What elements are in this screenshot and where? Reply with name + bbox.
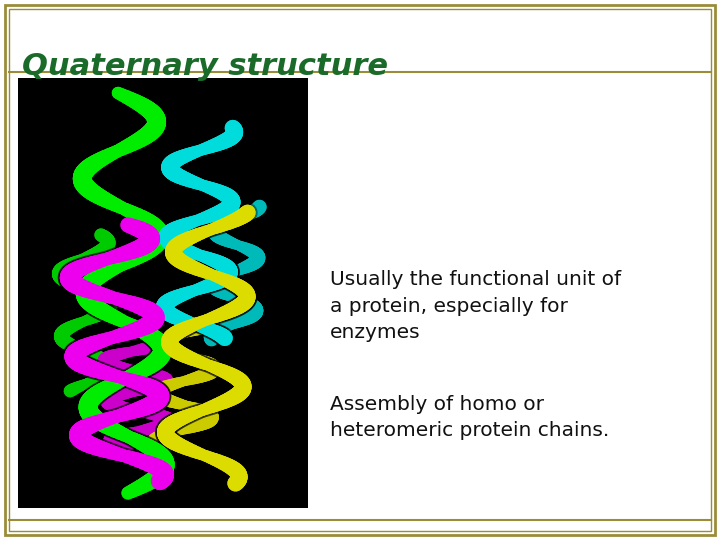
Text: Assembly of homo or
heteromeric protein chains.: Assembly of homo or heteromeric protein … (330, 395, 609, 441)
Bar (18, 78, 308, 508)
Bar (18, 78, 308, 508)
Text: Quaternary structure: Quaternary structure (22, 52, 388, 81)
Text: Usually the functional unit of
a protein, especially for
enzymes: Usually the functional unit of a protein… (330, 270, 621, 342)
